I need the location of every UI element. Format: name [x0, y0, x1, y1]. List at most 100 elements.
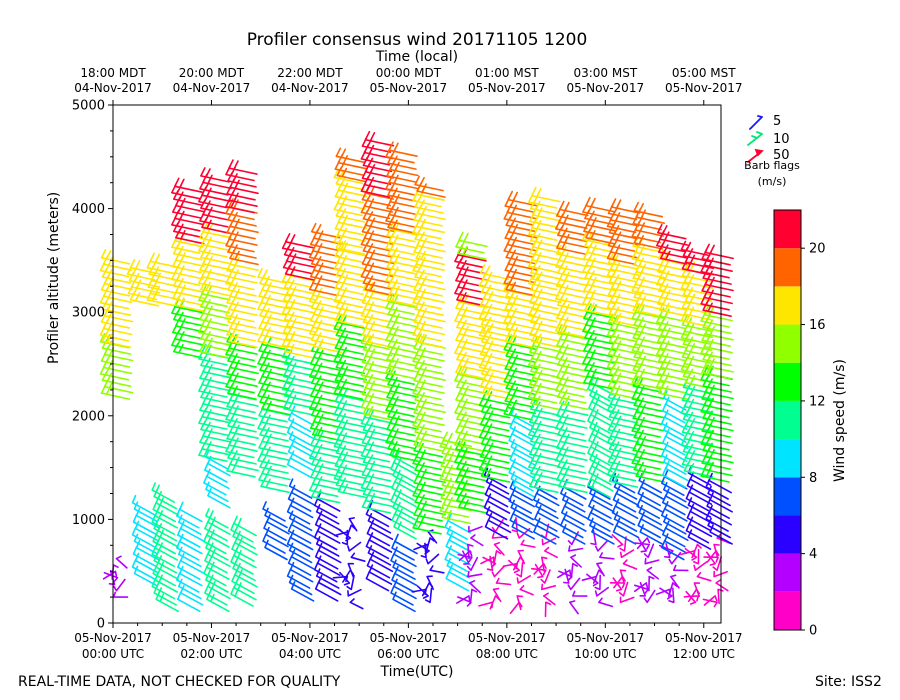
- wind-barb: [646, 566, 659, 580]
- wind-barb: [688, 516, 713, 538]
- wind-barb: [469, 588, 478, 605]
- wind-barb: [180, 585, 204, 606]
- wind-barb: [347, 541, 362, 552]
- wind-barb: [481, 390, 512, 406]
- wind-barb: [643, 543, 655, 559]
- x-tick-time: 10:00 UTC: [574, 647, 636, 661]
- wind-barb: [103, 572, 119, 583]
- wind-barb: [178, 578, 202, 600]
- wind-barb: [332, 575, 349, 583]
- wind-barb: [415, 255, 445, 271]
- wind-barb: [290, 405, 315, 426]
- wind-barb: [507, 190, 537, 207]
- wind-barb: [290, 581, 315, 602]
- x-tick-time: 08:00 UTC: [476, 647, 538, 661]
- wind-barb: [229, 255, 259, 271]
- wind-barb: [516, 561, 524, 578]
- wind-barb: [636, 537, 651, 550]
- colorbar-frame: [773, 209, 802, 631]
- x-tick-date: 05-Nov-2017: [271, 631, 349, 645]
- wind-barb: [614, 498, 639, 519]
- wind-barb: [619, 596, 635, 604]
- wind-barb: [662, 467, 686, 488]
- wind-barb: [536, 517, 560, 539]
- wind-barb: [289, 450, 314, 471]
- wind-barb: [360, 334, 391, 350]
- wind-barb: [707, 517, 731, 539]
- wind-barb: [615, 517, 640, 539]
- wind-barb: [228, 159, 258, 175]
- top-tick-time: 05:00 MST: [672, 66, 736, 80]
- wind-barb: [596, 562, 605, 577]
- wind-barb: [425, 553, 440, 565]
- wind-barb: [290, 549, 315, 570]
- colorbar-tick-label: 12: [809, 394, 826, 409]
- wind-barb: [561, 504, 585, 526]
- wind-barb: [594, 574, 601, 591]
- wind-barb: [177, 559, 201, 580]
- wind-barb: [265, 526, 289, 548]
- wind-barb: [668, 587, 675, 604]
- y-tick-label: 4000: [72, 202, 105, 217]
- wind-barb: [264, 539, 288, 561]
- wind-barb: [713, 543, 720, 559]
- wind-barb: [392, 559, 416, 580]
- wind-barb: [541, 583, 557, 591]
- wind-barb: [284, 233, 315, 249]
- x-tick-date: 05-Nov-2017: [468, 631, 546, 645]
- wind-barb: [426, 575, 434, 590]
- wind-barb: [367, 545, 392, 566]
- wind-barb: [315, 568, 340, 589]
- wind-barb: [174, 177, 204, 194]
- wind-barb: [367, 513, 392, 534]
- wind-barbs-layer: [99, 130, 734, 618]
- wind-barb: [115, 555, 128, 569]
- wind-barb: [670, 574, 680, 589]
- wind-barb: [544, 546, 558, 559]
- wind-barb: [594, 539, 609, 552]
- wind-barb: [664, 409, 688, 430]
- wind-barb: [207, 487, 231, 509]
- site-label: Site: ISS2: [815, 674, 882, 690]
- wind-barb: [508, 559, 520, 574]
- wind-barb: [492, 587, 502, 603]
- wind-barb: [486, 493, 511, 514]
- wind-barb: [363, 408, 394, 424]
- wind-barb: [456, 595, 471, 604]
- wind-barb: [347, 562, 355, 578]
- wind-barb: [429, 565, 445, 574]
- colorbar-bin: [774, 553, 801, 592]
- wind-barb: [607, 313, 638, 330]
- wind-barb: [286, 536, 311, 557]
- quality-disclaimer: REAL-TIME DATA, NOT CHECKED FOR QUALITY: [18, 674, 341, 690]
- wind-barb: [508, 432, 532, 454]
- wind-barb: [665, 488, 689, 509]
- wind-barb: [591, 524, 615, 545]
- wind-barb: [640, 479, 664, 500]
- wind-barb: [622, 559, 638, 570]
- wind-barb: [589, 517, 613, 539]
- wind-barb: [390, 585, 414, 606]
- colorbar-tick-label: 16: [809, 318, 826, 333]
- wind-barb: [704, 243, 734, 260]
- wind-barb: [611, 534, 624, 548]
- wind-barb: [569, 600, 579, 615]
- wind-barb: [151, 482, 175, 503]
- wind-barb: [131, 559, 156, 580]
- wind-barb: [599, 552, 615, 560]
- wind-barb: [289, 529, 314, 551]
- wind-barb: [610, 198, 641, 214]
- wind-barb: [448, 532, 472, 553]
- wind-barb: [639, 581, 646, 597]
- wind-barb: [511, 486, 535, 508]
- wind-barb: [511, 426, 535, 447]
- wind-barb: [317, 510, 342, 532]
- y-tick-label: 5000: [72, 99, 105, 114]
- wind-barb: [534, 563, 544, 579]
- wind-barb: [638, 538, 647, 553]
- wind-barb: [693, 561, 708, 571]
- wind-barb: [665, 460, 689, 482]
- top-tick-date: 05-Nov-2017: [567, 81, 645, 95]
- wind-barb: [385, 369, 415, 385]
- wind-barb: [179, 565, 203, 587]
